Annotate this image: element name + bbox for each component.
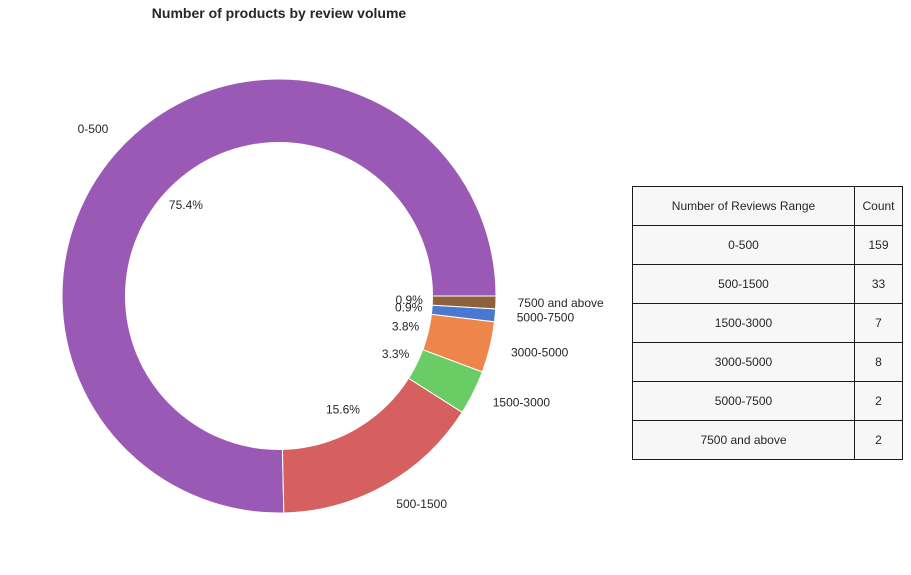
count-cell: 2: [854, 381, 903, 421]
table-row: 1500-3000 7: [632, 303, 903, 343]
slice-label: 1500-3000: [493, 395, 551, 409]
range-cell: 3000-5000: [632, 342, 855, 382]
percent-label: 15.6%: [326, 402, 360, 416]
table-row: 500-1500 33: [632, 264, 903, 304]
percent-label: 75.4%: [169, 198, 203, 212]
slice-labels: 0-500 75.4% 500-1500 15.6% 1500-3000 3.3% 3000…: [78, 122, 604, 511]
table-row: 0-500 159: [632, 225, 903, 265]
range-cell: 500-1500: [632, 264, 855, 304]
chart-title: Number of products by review volume: [152, 5, 407, 21]
count-cell: Count: [854, 186, 903, 226]
slice-label: 3000-5000: [511, 345, 569, 359]
percent-label: 0.9%: [395, 301, 423, 315]
table-row: 5000-7500 2: [632, 381, 903, 421]
range-cell: 1500-3000: [632, 303, 855, 343]
slice-label: 5000-7500: [517, 310, 575, 324]
review-range-table: Number of Reviews Range Count 0-500 159 500-…: [632, 186, 903, 460]
count-cell: 2: [854, 420, 903, 460]
slice-label: 500-1500: [396, 497, 447, 511]
slice-label: 7500 and above: [518, 296, 604, 310]
count-cell: 33: [854, 264, 903, 304]
count-cell: 8: [854, 342, 903, 382]
range-cell: 0-500: [632, 225, 855, 265]
range-cell: 7500 and above: [632, 420, 855, 460]
slice-label: 0-500: [78, 122, 109, 136]
count-cell: 7: [854, 303, 903, 343]
donut-hole: [125, 142, 433, 450]
percent-label: 3.3%: [382, 347, 410, 361]
percent-label: 3.8%: [392, 320, 420, 334]
count-cell: 159: [854, 225, 903, 265]
range-cell: Number of Reviews Range: [632, 186, 855, 226]
table-row: 7500 and above 2: [632, 420, 903, 460]
range-cell: 5000-7500: [632, 381, 855, 421]
percent-label: 0.9%: [395, 293, 423, 307]
table-header-row: Number of Reviews Range Count: [632, 186, 903, 226]
table-row: 3000-5000 8: [632, 342, 903, 382]
